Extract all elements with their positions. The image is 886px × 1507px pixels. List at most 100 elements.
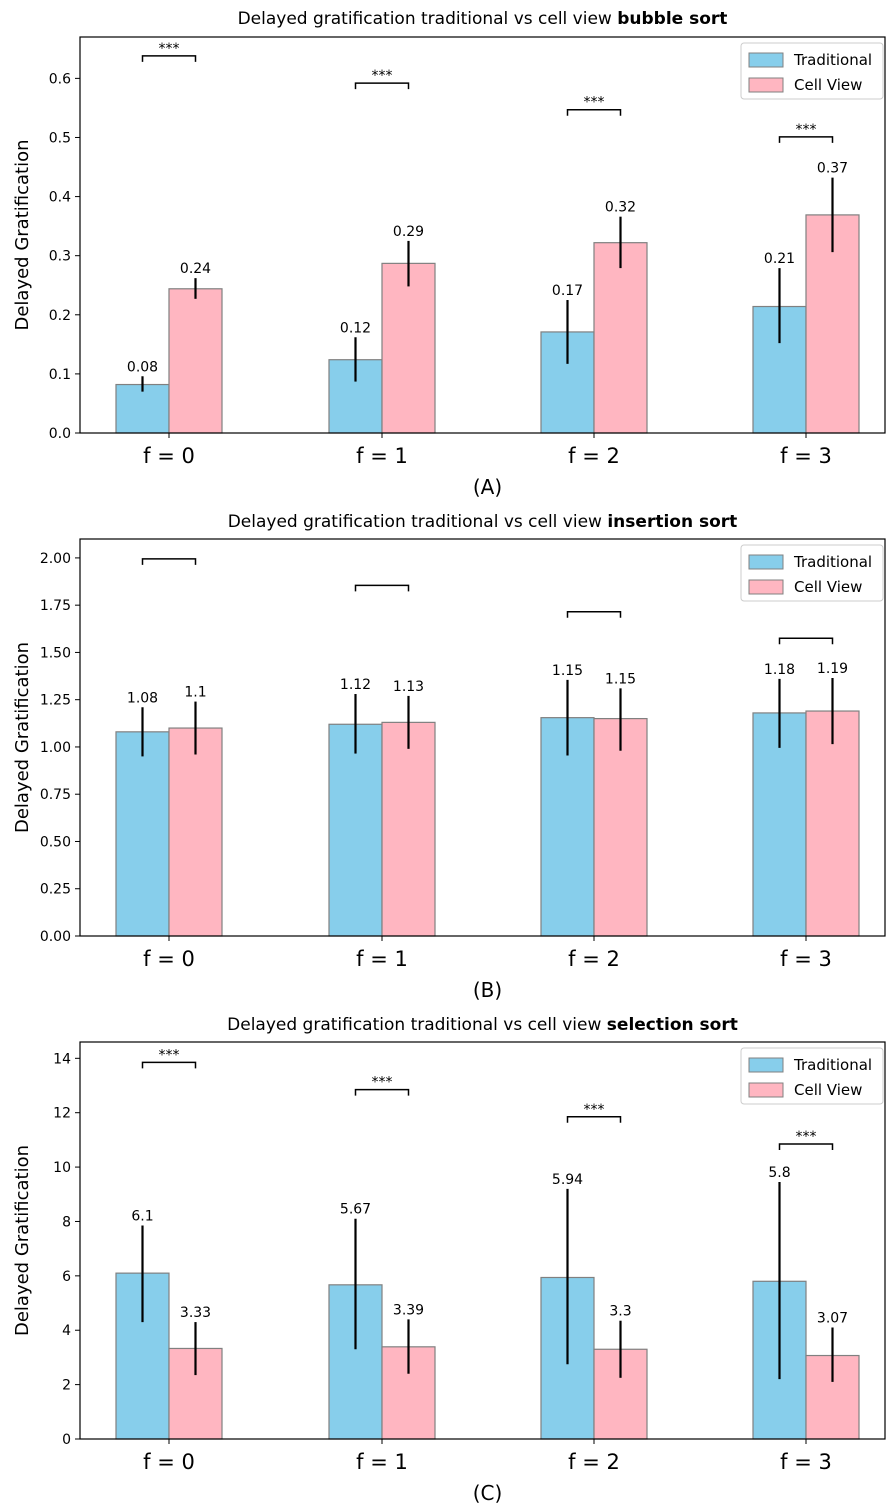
significance-bracket xyxy=(566,1116,622,1123)
y-tick-label: 10 xyxy=(53,1160,71,1176)
y-tick-label: 14 xyxy=(53,1051,71,1067)
bar-cell-view-3 xyxy=(805,710,860,937)
significance-label: *** xyxy=(372,1075,393,1091)
x-tick-label: f = 3 xyxy=(780,444,832,468)
y-tick-label: 0.3 xyxy=(49,249,71,265)
legend-swatch-traditional xyxy=(748,1057,784,1073)
y-tick-label: 0.75 xyxy=(40,787,71,803)
bar-value-label: 1.19 xyxy=(817,661,848,677)
bar-value-label: 1.18 xyxy=(764,662,795,678)
significance-label: *** xyxy=(796,1129,817,1145)
legend-label-cell-view: Cell View xyxy=(794,1081,862,1099)
y-tick-label: 0.0 xyxy=(49,426,71,442)
y-axis-label: Delayed Gratification xyxy=(12,139,33,330)
bar-value-label: 0.17 xyxy=(552,283,583,299)
legend: Traditional Cell View xyxy=(740,42,884,100)
bar-value-label: 0.21 xyxy=(764,251,795,267)
bar-value-label: 1.08 xyxy=(127,690,158,706)
y-tick-label: 0 xyxy=(62,1432,71,1448)
plot-area-frame xyxy=(79,1041,886,1440)
bar-value-label: 1.15 xyxy=(605,671,636,687)
y-tick-label: 2 xyxy=(62,1378,71,1394)
legend-swatch-traditional xyxy=(748,52,784,68)
legend-swatch-cell-view xyxy=(748,1082,784,1098)
significance-bracket xyxy=(778,1143,834,1150)
x-tick-label: f = 2 xyxy=(568,1450,620,1474)
bar-cell-view-2 xyxy=(593,717,648,937)
x-tick-label: f = 0 xyxy=(143,947,195,971)
chart-title-bold: selection sort xyxy=(607,1015,738,1035)
x-tick-label: f = 2 xyxy=(568,444,620,468)
significance-bracket xyxy=(778,136,834,143)
significance-label: *** xyxy=(584,95,605,111)
bar-cell-view-1 xyxy=(381,262,436,434)
bar-value-label: 0.32 xyxy=(605,200,636,216)
bar-value-label: 0.37 xyxy=(817,161,848,177)
bar-value-label: 3.33 xyxy=(180,1305,211,1321)
significance-bracket xyxy=(354,1088,410,1096)
bar-value-label: 1.13 xyxy=(393,679,424,695)
bar-value-label: 1.12 xyxy=(340,677,371,693)
legend-label-traditional: Traditional xyxy=(793,553,872,571)
x-tick-label: f = 1 xyxy=(356,444,408,468)
x-tick-label: f = 3 xyxy=(780,947,832,971)
bar-traditional-1 xyxy=(328,723,383,937)
y-tick-label: 8 xyxy=(62,1214,71,1230)
y-tick-label: 2.00 xyxy=(40,551,71,567)
y-axis-label: Delayed Gratification xyxy=(12,642,33,833)
y-tick-label: 1.75 xyxy=(40,598,71,614)
y-tick-label: 0.5 xyxy=(49,130,71,146)
significance-bracket xyxy=(566,108,622,116)
y-tick-label: 0.00 xyxy=(40,929,71,945)
bar-value-label: 0.08 xyxy=(127,359,158,375)
panel-caption: (B) xyxy=(473,978,502,1002)
x-tick-label: f = 0 xyxy=(143,1450,195,1474)
significance-label: *** xyxy=(372,68,393,84)
bar-value-label: 0.29 xyxy=(393,224,424,240)
significance-label: *** xyxy=(796,122,817,138)
legend: Traditional Cell View xyxy=(740,1047,884,1105)
bar-traditional-0 xyxy=(115,383,170,434)
significance-bracket xyxy=(141,1061,197,1069)
x-tick-label: f = 1 xyxy=(356,947,408,971)
y-tick-label: 0.2 xyxy=(49,308,71,324)
legend: Traditional Cell View xyxy=(740,544,884,602)
x-tick-label: f = 2 xyxy=(568,947,620,971)
panel-caption: (A) xyxy=(473,475,502,499)
legend-swatch-cell-view xyxy=(748,77,784,93)
chart-title-prefix: Delayed gratification traditional vs cel… xyxy=(228,512,608,532)
chart-title-bold: insertion sort xyxy=(607,512,737,532)
significance-label: *** xyxy=(159,41,180,57)
y-tick-label: 1.50 xyxy=(40,645,71,661)
bar-value-label: 5.8 xyxy=(768,1165,790,1181)
legend-label-traditional: Traditional xyxy=(793,51,872,69)
significance-label: *** xyxy=(584,1102,605,1118)
bar-value-label: 5.94 xyxy=(552,1172,583,1188)
panel-caption: (C) xyxy=(473,1481,503,1505)
y-tick-label: 0.1 xyxy=(49,367,71,383)
bar-value-label: 5.67 xyxy=(340,1202,371,1218)
x-tick-label: f = 3 xyxy=(780,1450,832,1474)
y-tick-label: 0.50 xyxy=(40,834,71,850)
bar-value-label: 3.07 xyxy=(817,1311,848,1327)
chart-panel-b: Delayed gratification traditional vs cel… xyxy=(12,512,886,1002)
bar-cell-view-2 xyxy=(593,242,648,434)
bar-cell-view-0 xyxy=(168,727,223,937)
chart-panel-a: Delayed gratification traditional vs cel… xyxy=(12,9,886,499)
y-tick-label: 0.6 xyxy=(49,71,71,87)
significance-label: *** xyxy=(159,1047,180,1063)
bar-value-label: 3.3 xyxy=(609,1304,631,1320)
chart-panel-c: Delayed gratification traditional vs cel… xyxy=(12,1015,886,1505)
legend-label-cell-view: Cell View xyxy=(794,76,862,94)
y-tick-label: 0.4 xyxy=(49,190,71,206)
y-axis-label: Delayed Gratification xyxy=(12,1145,33,1336)
bar-cell-view-1 xyxy=(381,721,436,937)
x-tick-label: f = 1 xyxy=(356,1450,408,1474)
y-tick-label: 1.00 xyxy=(40,740,71,756)
chart-title-bold: bubble sort xyxy=(617,9,727,29)
x-tick-label: f = 0 xyxy=(143,444,195,468)
y-tick-label: 4 xyxy=(62,1323,71,1339)
significance-bracket xyxy=(141,55,197,62)
significance-bracket xyxy=(354,82,410,90)
